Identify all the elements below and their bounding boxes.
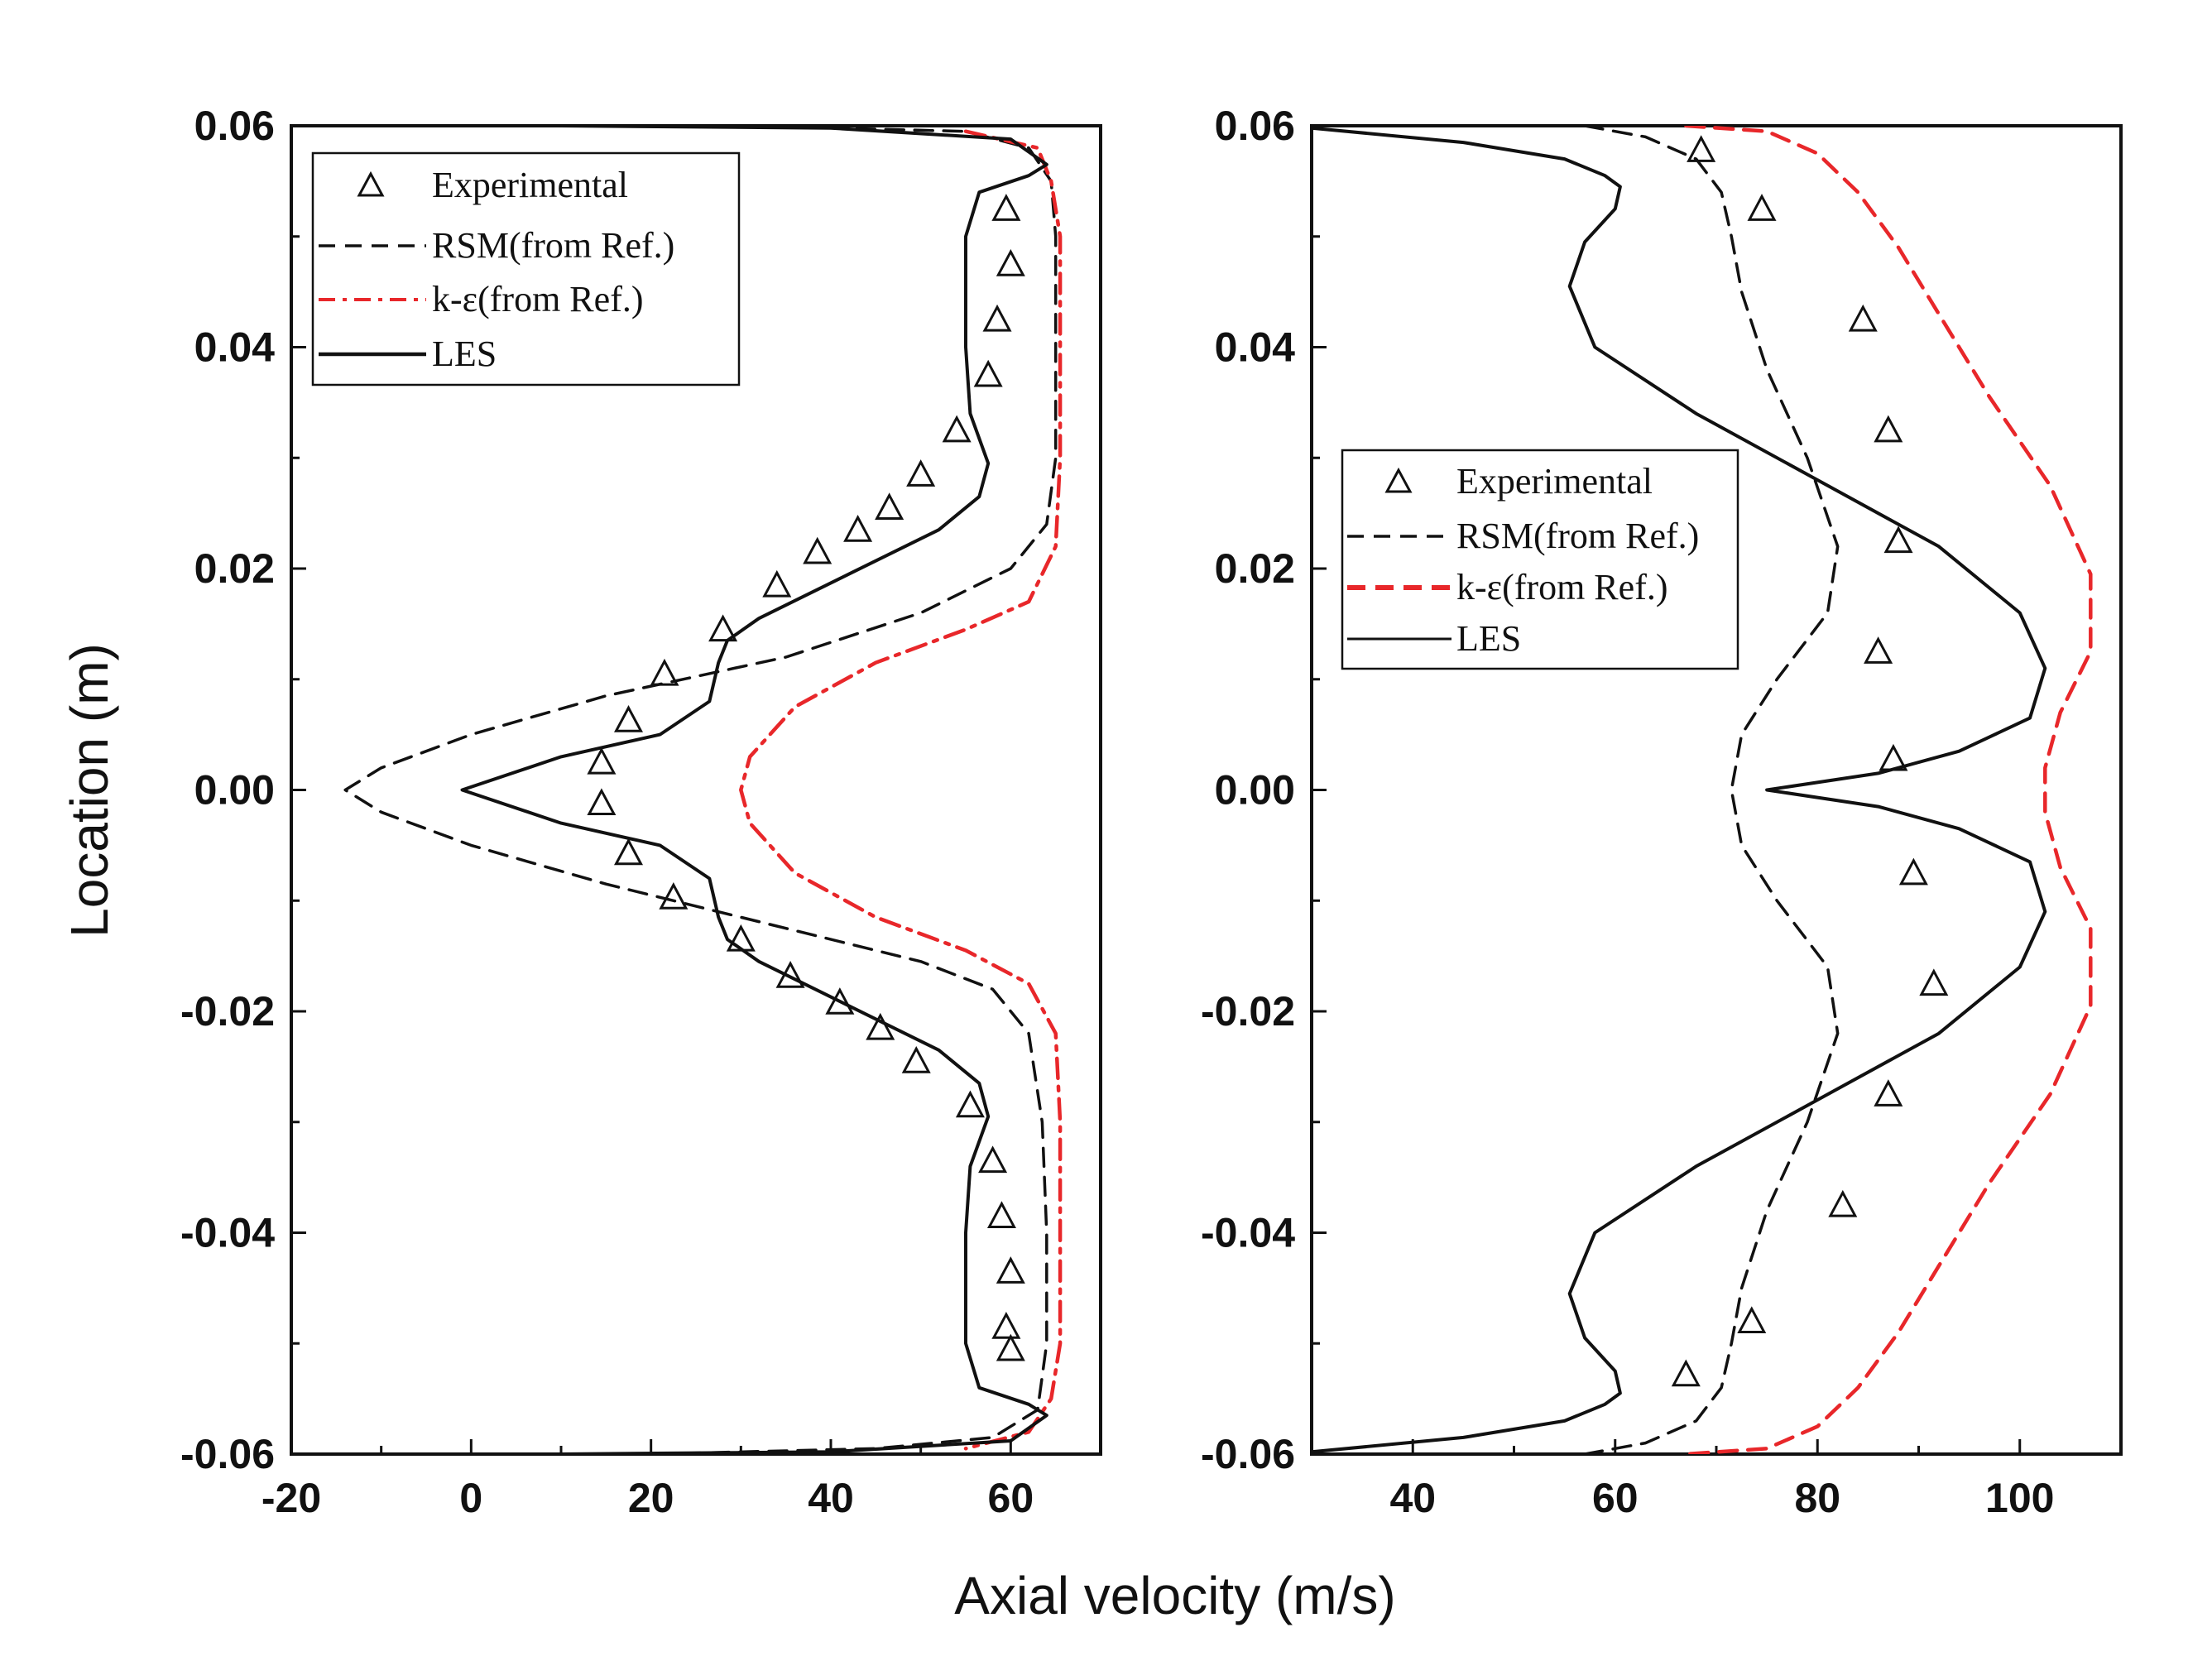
right-series-rsm-from-ref bbox=[1583, 126, 1840, 1454]
experimental-point bbox=[955, 1090, 985, 1118]
x-tick-label: 20 bbox=[628, 1475, 674, 1521]
experimental-point bbox=[659, 882, 689, 910]
y-tick-label: 0.06 bbox=[1215, 103, 1295, 149]
right-series bbox=[1312, 126, 2093, 1454]
x-tick-label: 40 bbox=[1389, 1475, 1436, 1521]
y-axis-title: Location (m) bbox=[60, 643, 119, 938]
experimental-point bbox=[587, 788, 617, 816]
y-tick-label: 0.04 bbox=[1215, 324, 1296, 371]
legend-label-rsm: RSM(from Ref.) bbox=[1456, 516, 1699, 556]
left-legend-item-experimental: Experimental bbox=[357, 165, 628, 205]
right-ticks: 40 60 80 100 -0.06 -0.04 -0.02 0.00 0.02 0.04 0.06 bbox=[1201, 103, 2123, 1521]
experimental-point bbox=[996, 249, 1025, 276]
experimental-point bbox=[942, 415, 972, 443]
y-tick-label: 0.02 bbox=[1215, 545, 1295, 592]
experimental-point bbox=[843, 515, 873, 542]
x-axis-title: Axial velocity (m/s) bbox=[954, 1566, 1395, 1625]
right-legend-item-rsm: RSM(from Ref.) bbox=[1347, 516, 1699, 556]
experimental-point bbox=[1874, 415, 1903, 443]
experimental-point bbox=[1898, 857, 1928, 886]
experimental-point bbox=[973, 359, 1003, 387]
y-tick-label: 0.02 bbox=[194, 545, 275, 592]
experimental-point bbox=[587, 746, 617, 775]
y-tick-label: -0.04 bbox=[180, 1210, 275, 1256]
x-tick-label: 80 bbox=[1794, 1475, 1840, 1521]
experimental-point bbox=[982, 304, 1012, 332]
y-tick-label: -0.06 bbox=[1201, 1431, 1295, 1477]
legend-label-experimental: Experimental bbox=[432, 165, 628, 205]
experimental-point bbox=[1737, 1306, 1767, 1333]
legend-label-k-epsilon: k-ε(from Ref.) bbox=[432, 279, 644, 319]
left-series-experimental bbox=[587, 194, 1025, 1361]
experimental-point bbox=[1864, 636, 1893, 664]
experimental-point bbox=[1671, 1359, 1701, 1387]
left-legend-item-rsm: RSM(from Ref.) bbox=[319, 225, 674, 266]
experimental-point bbox=[875, 492, 904, 520]
experimental-point bbox=[803, 536, 832, 564]
experimental-point bbox=[613, 705, 644, 732]
x-tick-label: 40 bbox=[808, 1475, 854, 1521]
experimental-point bbox=[906, 459, 936, 487]
experimental-point bbox=[1883, 526, 1913, 554]
x-tick-label: 60 bbox=[1592, 1475, 1639, 1521]
experimental-point bbox=[1828, 1189, 1858, 1217]
experimental-point bbox=[986, 1201, 1016, 1228]
experimental-point bbox=[708, 614, 738, 642]
experimental-point bbox=[901, 1046, 931, 1073]
experimental-point bbox=[1687, 135, 1716, 162]
legend-label-experimental: Experimental bbox=[1456, 461, 1653, 502]
legend-label-rsm: RSM(from Ref.) bbox=[432, 225, 674, 266]
left-legend-item-les: LES bbox=[319, 334, 497, 374]
right-series-experimental bbox=[1671, 135, 1949, 1387]
legend-label-les: LES bbox=[432, 334, 497, 374]
legend-label-les: LES bbox=[1456, 618, 1521, 659]
right-legend-item-k-epsilon: k-ε(from Ref.) bbox=[1347, 567, 1668, 607]
right-legend: Experimental RSM(from Ref.) k-ε(from Ref… bbox=[1341, 449, 1739, 670]
x-tick-label: 60 bbox=[988, 1475, 1034, 1521]
y-tick-label: 0.06 bbox=[194, 103, 275, 149]
left-legend-box bbox=[311, 151, 741, 386]
y-tick-label: -0.02 bbox=[1201, 988, 1295, 1035]
experimental-point bbox=[996, 1256, 1025, 1284]
legend-triangle-marker bbox=[1384, 467, 1413, 493]
experimental-point bbox=[613, 838, 644, 866]
y-tick-label: 0.00 bbox=[194, 767, 275, 814]
x-tick-label: 0 bbox=[459, 1475, 482, 1521]
y-tick-label: 0.04 bbox=[194, 324, 276, 371]
y-tick-label: -0.02 bbox=[180, 988, 275, 1035]
experimental-point bbox=[825, 987, 855, 1015]
experimental-point bbox=[1874, 1079, 1903, 1107]
x-tick-label: 100 bbox=[1985, 1475, 2054, 1521]
experimental-point bbox=[1919, 968, 1949, 996]
experimental-point bbox=[978, 1145, 1008, 1174]
experimental-point bbox=[991, 194, 1021, 221]
right-series-les bbox=[1312, 126, 2047, 1454]
experimental-point bbox=[991, 1312, 1021, 1339]
experimental-point bbox=[650, 658, 679, 686]
right-legend-item-les: LES bbox=[1347, 618, 1521, 659]
left-series-les bbox=[460, 126, 1048, 1454]
y-tick-label: -0.06 bbox=[180, 1431, 275, 1477]
right-series-k-from-ref bbox=[1684, 126, 2093, 1454]
y-tick-label: 0.00 bbox=[1215, 767, 1295, 814]
experimental-point bbox=[762, 569, 792, 598]
experimental-point bbox=[866, 1012, 895, 1040]
left-panel: -20 0 20 40 60 -0.06 -0.04 -0.02 0.00 0.02 0.04 0.0… bbox=[180, 103, 1102, 1521]
right-legend-item-experimental: Experimental bbox=[1384, 461, 1653, 502]
experimental-point bbox=[1848, 304, 1878, 332]
left-series-k-from-ref bbox=[739, 129, 1063, 1451]
left-legend: Experimental RSM(from Ref.) k-ε(from Ref… bbox=[311, 151, 741, 386]
legend-triangle-marker bbox=[357, 170, 385, 197]
left-series bbox=[343, 126, 1063, 1454]
x-tick-label: -20 bbox=[262, 1475, 321, 1521]
legend-label-k-epsilon: k-ε(from Ref.) bbox=[1456, 567, 1668, 607]
right-panel: 40 60 80 100 -0.06 -0.04 -0.02 0.00 0.02 0.04 0.06… bbox=[1201, 103, 2123, 1521]
left-legend-item-k-epsilon: k-ε(from Ref.) bbox=[319, 279, 644, 319]
y-tick-label: -0.04 bbox=[1201, 1210, 1295, 1256]
experimental-point bbox=[1747, 194, 1777, 221]
experimental-point bbox=[996, 1333, 1025, 1361]
left-series-rsm-from-ref bbox=[343, 126, 1058, 1454]
left-ticks: -20 0 20 40 60 -0.06 -0.04 -0.02 0.00 0.02 0.04 0.0… bbox=[180, 103, 1102, 1521]
